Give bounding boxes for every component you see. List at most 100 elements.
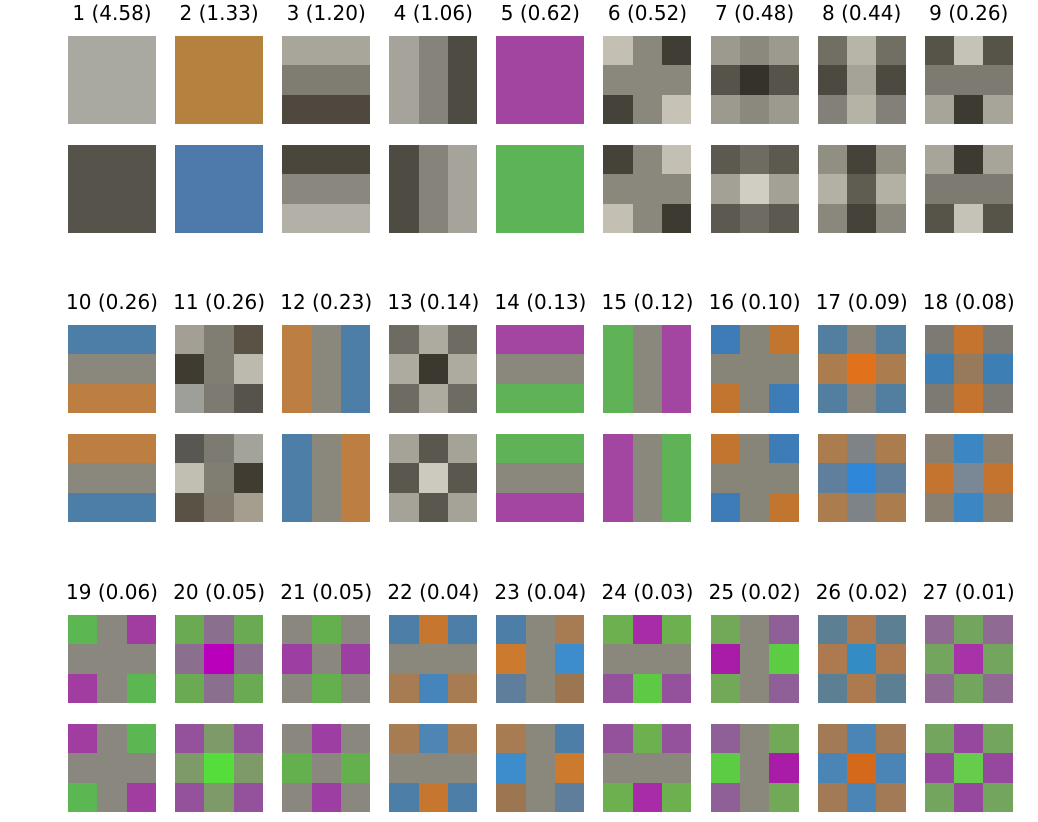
patches-row-top [68, 615, 1013, 703]
patch-cell [340, 36, 371, 66]
patch-cell [983, 782, 1013, 812]
patch-cell [282, 644, 312, 674]
patch-cell [496, 383, 526, 413]
patch-cell [340, 492, 371, 522]
patch-cell [340, 94, 371, 124]
component-labels-row: 10 (0.26) 11 (0.26) 12 (0.23) 13 (0.14) 14 (… [66, 289, 1015, 325]
patch-cell [496, 753, 526, 783]
patch-cell [68, 724, 98, 754]
patch-cell [555, 354, 585, 384]
patch-cell [525, 434, 556, 464]
patch-cell [282, 203, 312, 233]
patch-cell [496, 782, 526, 812]
patch-cell [769, 673, 799, 703]
patch-cell [983, 65, 1013, 95]
component-7-patch-top [710, 36, 799, 124]
patch-cell [389, 463, 419, 493]
patch-cell [555, 65, 585, 95]
patch-cell [97, 174, 127, 204]
patch-cell [846, 724, 877, 754]
patch-cell [233, 383, 264, 413]
patch-cell [739, 434, 770, 464]
patch-cell [525, 782, 556, 812]
patch-cell [924, 724, 955, 754]
patch-cell [68, 65, 98, 95]
patch-cell [97, 203, 127, 233]
patch-cell [632, 383, 663, 413]
patch-cell [340, 463, 371, 493]
patch-cell [233, 145, 264, 175]
patch-cell [769, 644, 799, 674]
patch-cell [496, 354, 526, 384]
patch-cell [233, 354, 264, 384]
component-26-patch-bottom [817, 724, 906, 812]
component-11-patch-bottom [175, 434, 264, 522]
component-label: 18 (0.08) [922, 290, 1015, 314]
patch-cell [68, 94, 98, 124]
patch-cell [447, 145, 478, 175]
patch-cell [97, 753, 127, 783]
patch-cell [68, 463, 98, 493]
patch-cell [846, 463, 877, 493]
patch-cell [68, 325, 98, 355]
patch-cell [662, 615, 692, 645]
patch-cell [525, 753, 556, 783]
patch-cell [846, 673, 877, 703]
patch-cell [282, 383, 312, 413]
patch-cell [389, 782, 419, 812]
patch-cell [846, 174, 877, 204]
patch-cell [632, 673, 663, 703]
patch-cell [710, 434, 740, 464]
patch-cell [662, 65, 692, 95]
component-label: 2 (1.33) [179, 1, 259, 25]
patch-cell [496, 492, 526, 522]
component-27-patch-bottom [924, 724, 1013, 812]
patch-cell [496, 65, 526, 95]
patch-cell [769, 325, 799, 355]
patch-cell [126, 36, 156, 66]
patch-cell [662, 782, 692, 812]
component-label: 1 (4.58) [72, 1, 152, 25]
patch-cell [525, 65, 556, 95]
patch-cell [662, 94, 692, 124]
patch-cell [496, 463, 526, 493]
component-3-patch-bottom [282, 145, 371, 233]
component-label: 21 (0.05) [280, 580, 373, 604]
patch-cell [632, 724, 663, 754]
component-16-patch-bottom [710, 434, 799, 522]
patch-cell [739, 203, 770, 233]
patch-cell [525, 94, 556, 124]
patch-cell [632, 644, 663, 674]
patch-cell [739, 644, 770, 674]
patch-cell [817, 463, 847, 493]
component-label: 14 (0.13) [494, 290, 587, 314]
component-12-patch-top [282, 325, 371, 413]
patch-cell [311, 354, 341, 384]
patch-cell [311, 36, 341, 66]
patch-cell [68, 492, 98, 522]
patch-cell [126, 383, 156, 413]
patch-cell [739, 383, 770, 413]
patch-cell [769, 94, 799, 124]
patch-cell [846, 383, 877, 413]
component-11-patch-top [175, 325, 264, 413]
patch-cell [175, 354, 205, 384]
component-7-patch-bottom [710, 145, 799, 233]
component-label: 3 (1.20) [286, 1, 366, 25]
patch-cell [126, 724, 156, 754]
patch-cell [603, 174, 633, 204]
patch-cell [769, 383, 799, 413]
patch-cell [525, 36, 556, 66]
component-label: 6 (0.52) [607, 1, 688, 25]
patch-cell [603, 325, 633, 355]
patch-cell [876, 36, 906, 66]
patch-cell [739, 325, 770, 355]
patch-cell [389, 65, 419, 95]
component-label: 24 (0.03) [601, 580, 694, 604]
patch-cell [496, 434, 526, 464]
patch-cell [340, 174, 371, 204]
patch-cell [175, 753, 205, 783]
patch-cell [233, 434, 264, 464]
patch-cell [418, 782, 448, 812]
patch-cell [817, 492, 847, 522]
